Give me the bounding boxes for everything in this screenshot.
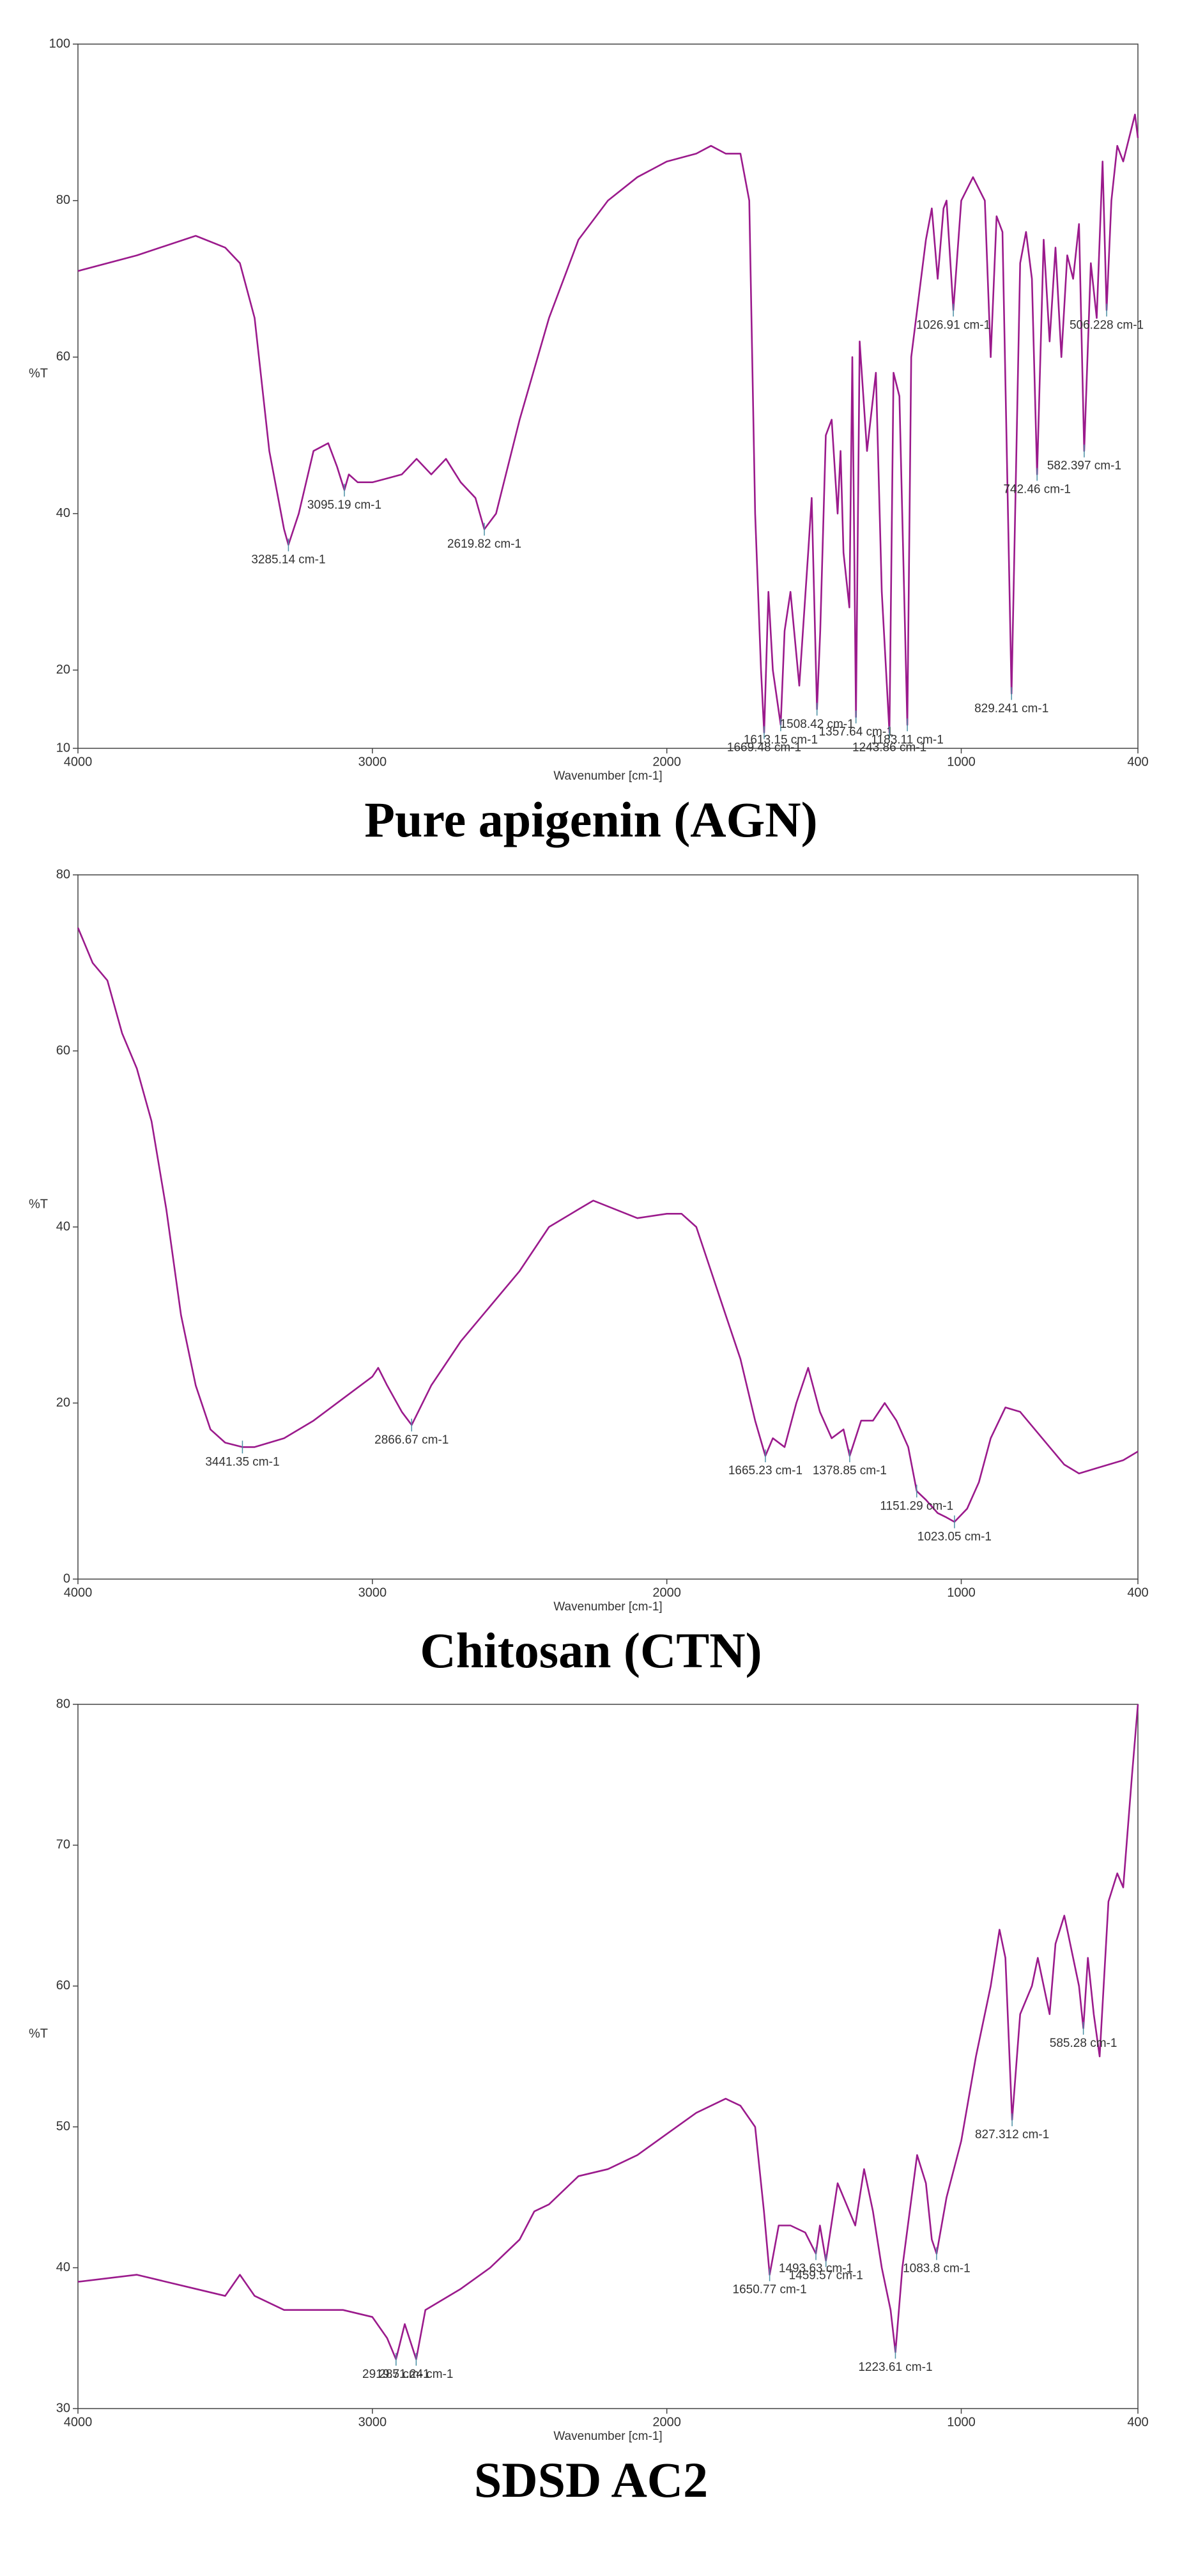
y-tick-label: 20: [56, 663, 70, 677]
y-tick-label: 80: [56, 867, 70, 881]
y-tick-label: 70: [56, 1838, 70, 1852]
x-tick-label: 1000: [947, 2415, 976, 2429]
x-tick-label: 400: [1127, 755, 1148, 769]
x-tick-label: 400: [1127, 2415, 1148, 2429]
x-tick-label: 2000: [652, 2415, 681, 2429]
x-tick-label: 3000: [358, 2415, 387, 2429]
y-axis-label: %T: [29, 1197, 48, 1211]
x-tick-label: 1000: [947, 1585, 976, 1600]
peak-label: 2619.82 cm-1: [447, 537, 521, 551]
x-axis-label: Wavenumber [cm-1]: [553, 2430, 662, 2443]
plot-frame: [77, 1704, 1139, 2409]
title: Chitosan (CTN): [420, 1623, 762, 1678]
title: SDSD AC2: [474, 2452, 708, 2508]
y-tick-label: 40: [56, 2260, 70, 2274]
x-tick-label: 4000: [64, 1585, 93, 1600]
x-tick-label: 2000: [652, 1585, 681, 1600]
x-tick-label: 400: [1127, 1585, 1148, 1600]
x-tick-label: 3000: [358, 1585, 387, 1600]
peak-label: 1493.63 cm-1: [779, 2262, 853, 2276]
y-axis-label: %T: [29, 2026, 48, 2040]
peak-label: 1650.77 cm-1: [733, 2283, 807, 2297]
title: Pure apigenin (AGN): [364, 792, 817, 847]
peak-label: 2866.67 cm-1: [374, 1433, 449, 1447]
peak-label: 3285.14 cm-1: [251, 553, 325, 567]
y-tick-label: 20: [56, 1396, 70, 1410]
peak-label: 1026.91 cm-1: [916, 318, 990, 332]
y-tick-label: 60: [56, 1044, 70, 1058]
peak-label: 1378.85 cm-1: [813, 1464, 887, 1477]
y-tick-label: 10: [56, 741, 70, 755]
x-tick-label: 4000: [64, 755, 93, 769]
x-axis-label: Wavenumber [cm-1]: [553, 1600, 662, 1614]
peak-label: 1357.64 cm-1: [819, 725, 893, 739]
y-tick-label: 80: [56, 1697, 70, 1711]
y-axis-label: %T: [29, 366, 48, 380]
y-tick-label: 40: [56, 1219, 70, 1233]
x-tick-label: 3000: [358, 755, 387, 769]
spectrum-line: [77, 927, 1139, 1523]
peak-label: 1243.86 cm-1: [852, 741, 926, 755]
peak-label: 827.312 cm-1: [975, 2128, 1049, 2141]
peak-label: 1613.15 cm-1: [744, 733, 818, 746]
spectrum-line: [77, 113, 1139, 734]
x-tick-label: 2000: [652, 755, 681, 769]
peak-label: 1223.61 cm-1: [858, 2361, 932, 2374]
peak-label: 1669.48 cm-1: [727, 741, 801, 755]
peak-label: 1023.05 cm-1: [917, 1530, 992, 1543]
x-tick-label: 4000: [64, 2415, 93, 2429]
peak-label: 506.228 cm-1: [1070, 318, 1144, 332]
peak-label: 742.46 cm-1: [1003, 482, 1071, 496]
y-tick-label: 60: [56, 1978, 70, 1993]
spectrum-line: [77, 1704, 1139, 2361]
peak-label: 3441.35 cm-1: [205, 1455, 279, 1469]
peak-label: 3095.19 cm-1: [307, 498, 381, 512]
plot-frame: [77, 43, 1139, 749]
y-tick-label: 100: [49, 36, 70, 50]
y-tick-label: 50: [56, 2119, 70, 2133]
peak-label: 829.241 cm-1: [974, 702, 1048, 715]
y-tick-label: 30: [56, 2401, 70, 2415]
peak-label: 585.28 cm-1: [1050, 2037, 1117, 2050]
peak-label: 1083.8 cm-1: [903, 2262, 971, 2276]
peak-label: 1151.29 cm-1: [880, 1499, 953, 1513]
plot-frame: [77, 874, 1139, 1580]
peak-label: 2851.24 cm-1: [379, 2368, 453, 2381]
peak-label: 1183.11 cm-1: [871, 733, 943, 746]
peak-label: 1459.57 cm-1: [789, 2269, 863, 2283]
x-axis-label: Wavenumber [cm-1]: [553, 769, 662, 783]
peak-label: 2919.7 cm-1: [362, 2368, 430, 2381]
y-tick-label: 0: [63, 1571, 70, 1585]
y-tick-label: 80: [56, 193, 70, 207]
y-tick-label: 40: [56, 506, 70, 520]
peak-label: 1508.42 cm-1: [780, 718, 854, 731]
peak-label: 1665.23 cm-1: [728, 1464, 802, 1477]
y-tick-label: 60: [56, 350, 70, 364]
x-tick-label: 1000: [947, 755, 976, 769]
peak-label: 582.397 cm-1: [1047, 459, 1121, 473]
